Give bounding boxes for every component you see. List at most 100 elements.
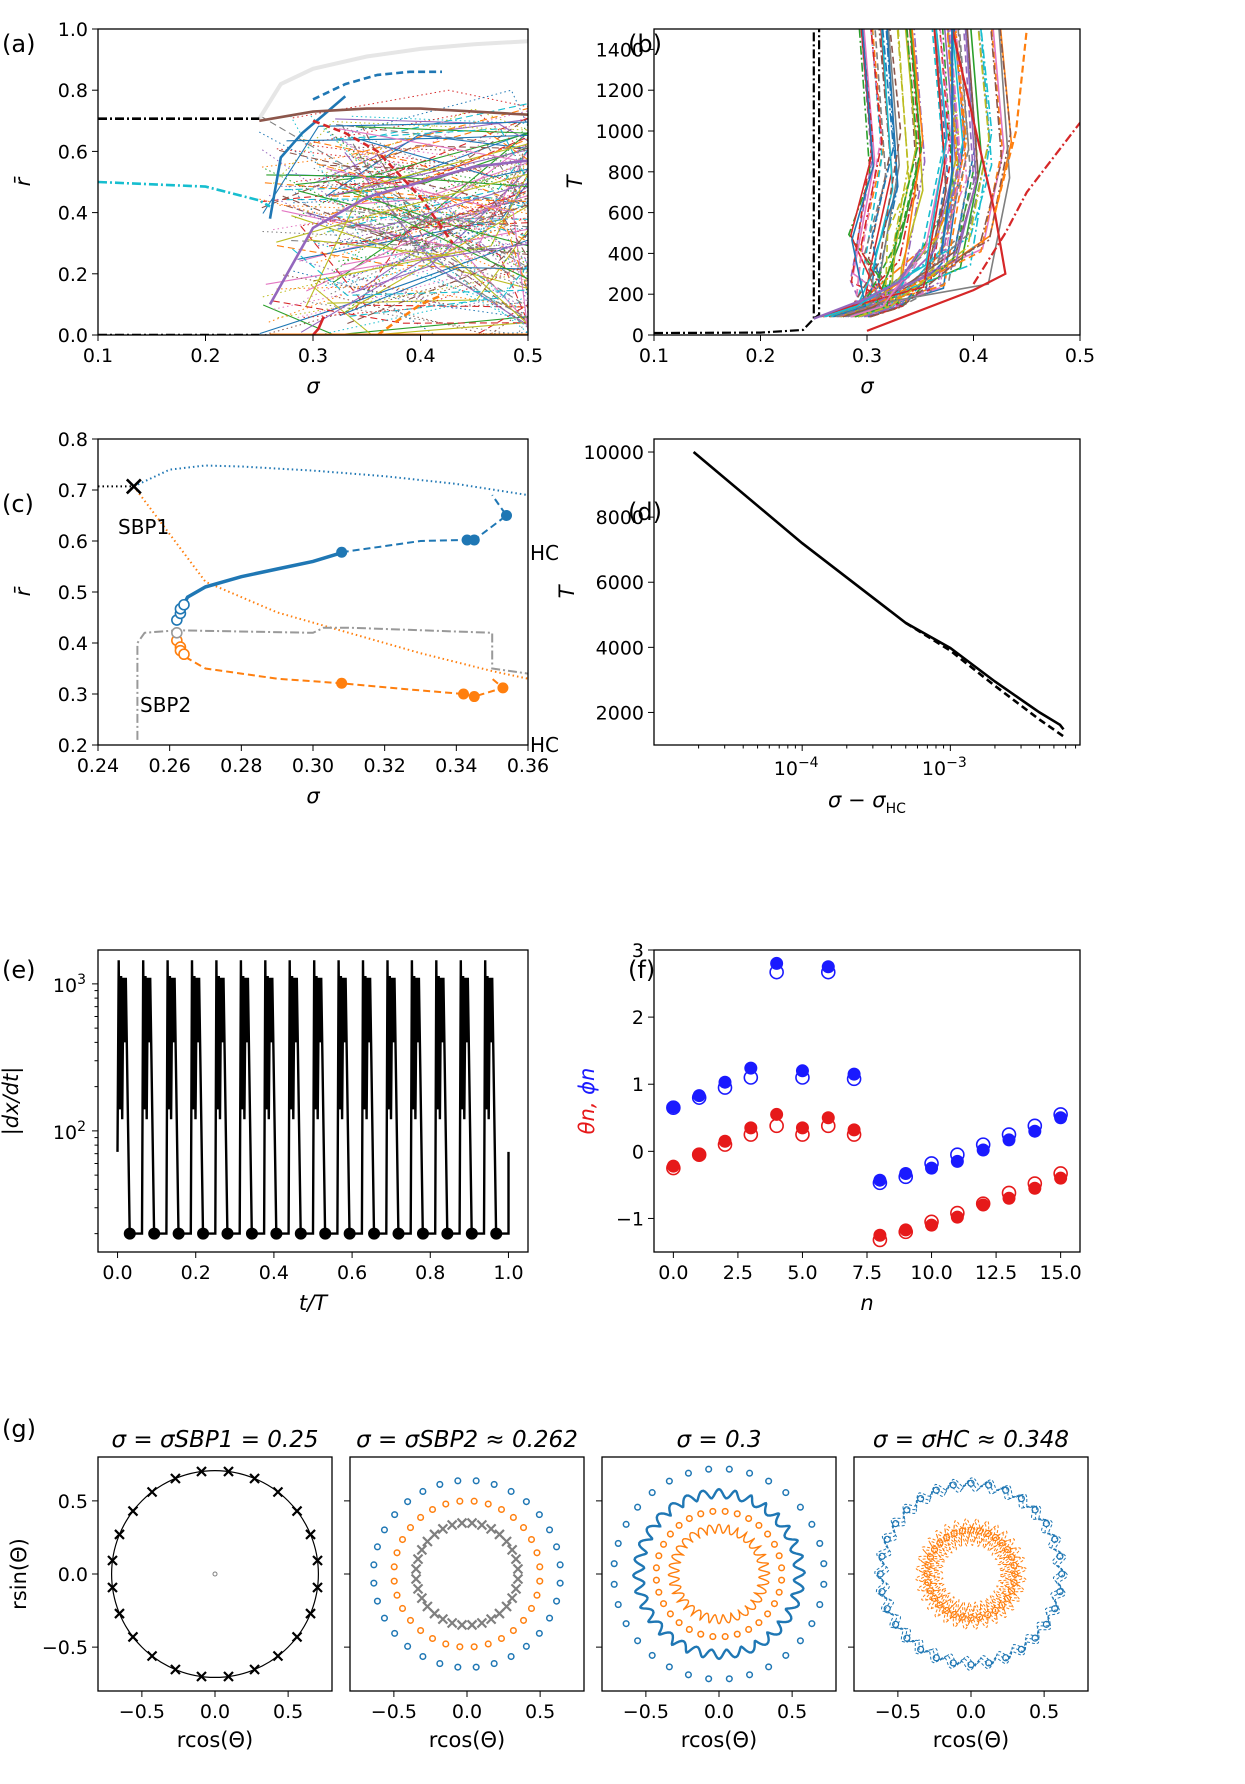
series-line: [347, 233, 528, 325]
panel-e: 0.0 0.2 0.4 0.6 0.8 1.0 102 103 t/T |dx/dt|: [0, 949, 529, 1315]
ring-curve: [918, 1521, 1024, 1627]
series-line: [282, 195, 528, 245]
marker-filled: [976, 1143, 990, 1157]
axes-frame: [601, 1456, 837, 1692]
y-tick-label: 0.3: [58, 684, 88, 706]
x-tick-label: 2.5: [723, 1262, 753, 1284]
marker-filled: [416, 1227, 429, 1240]
ring-marker: [634, 1637, 642, 1645]
panel-d: 2000 4000 6000 8000 10000 10−4 10−3 σ − σHC T: [555, 438, 1081, 817]
x-tick-label: 0.3: [298, 345, 328, 367]
panel-label-b: (b): [628, 30, 662, 58]
ring-curve: [925, 1528, 1017, 1620]
ring-marker: [1058, 1570, 1066, 1578]
series-line: [278, 149, 528, 259]
ring-marker: [114, 1529, 125, 1540]
plot-area: [370, 1477, 564, 1671]
series-line: [847, 29, 887, 318]
series-line: [303, 264, 528, 318]
ring-marker: [1010, 1561, 1018, 1570]
x-tick-label: 0.4: [259, 1262, 289, 1284]
ring-marker: [1002, 1654, 1010, 1662]
plot-area: [874, 1477, 1068, 1671]
ring-marker: [406, 1524, 415, 1532]
x-tick-label: 0.30: [292, 755, 334, 777]
series-line: [866, 29, 1007, 332]
ring-marker: [446, 1519, 458, 1531]
x-tick-label: −0.5: [875, 1701, 921, 1723]
y-tick-label: 0.5: [58, 582, 88, 604]
marker-filled: [1002, 1191, 1016, 1205]
tick-label: 10−3: [922, 755, 967, 780]
ring-marker: [796, 1637, 804, 1645]
series-line: [288, 185, 528, 243]
ring-marker: [697, 1510, 705, 1518]
ring-marker: [622, 1620, 630, 1628]
series-line: [292, 248, 528, 296]
ring-marker: [1051, 1535, 1059, 1543]
ring-marker: [519, 1616, 528, 1624]
ring-marker: [725, 1465, 733, 1473]
marker-filled: [468, 534, 480, 546]
marker-filled: [873, 1173, 887, 1187]
marker-filled: [497, 682, 509, 694]
panel-g-1: −0.5 0.0 0.5 −0.5 0.0 0.5 rcos(Θ) rsin(Θ) σ = σS…: [7, 1427, 333, 1752]
tick-label: 103: [53, 972, 86, 997]
marker-filled: [770, 1107, 784, 1121]
series-line: [824, 29, 948, 318]
marker-filled: [692, 1148, 706, 1162]
y-tick-label: 0.4: [58, 203, 88, 225]
plot-area: [98, 39, 528, 335]
ring-marker: [816, 1601, 824, 1609]
ring-marker: [655, 1552, 663, 1560]
y-tick-label: 6000: [596, 572, 644, 594]
ring-marker: [522, 1498, 530, 1506]
y-axis-label: r̄: [11, 176, 35, 186]
ring-marker: [553, 1543, 561, 1551]
ring-marker: [652, 1564, 660, 1572]
ring-marker: [456, 1497, 464, 1505]
ring-marker: [380, 1526, 389, 1534]
ring-marker: [1042, 1520, 1050, 1528]
plot-area: [610, 1465, 828, 1683]
series-line: [349, 264, 528, 298]
ring-marker: [917, 1645, 925, 1653]
ring-marker: [410, 1573, 422, 1585]
ring-marker: [406, 1616, 415, 1624]
marker-filled: [692, 1089, 706, 1103]
ring-marker: [470, 1497, 478, 1505]
series-line: [360, 115, 528, 158]
x-tick-label: 0.2: [181, 1262, 211, 1284]
series-line: [175, 552, 339, 619]
ring-marker: [770, 1600, 779, 1608]
panel-label-g: (g): [2, 1415, 36, 1443]
ring-marker: [1042, 1620, 1050, 1628]
y-tick-label: 400: [608, 243, 644, 265]
series-line: [300, 162, 528, 217]
ring-marker: [666, 1610, 674, 1618]
y-tick-label: 600: [608, 203, 644, 225]
series-line: [351, 115, 528, 124]
ring-marker: [370, 1561, 378, 1569]
series-line: [305, 143, 528, 307]
x-axis-label: σ − σHC: [828, 788, 906, 817]
ring-marker: [1056, 1588, 1064, 1596]
ring-marker: [509, 1513, 517, 1522]
marker-sbp1: [125, 478, 142, 495]
ring-marker: [755, 1521, 763, 1529]
x-tick-label: 0.24: [77, 755, 119, 777]
series-line: [283, 274, 528, 308]
ring-marker: [655, 1588, 663, 1596]
ring-marker: [472, 1477, 480, 1485]
ring-marker: [107, 1582, 118, 1593]
ring-marker: [507, 1487, 515, 1496]
ring-marker: [950, 1529, 958, 1538]
y-tick-label: 1: [632, 1074, 644, 1096]
ring-marker: [733, 1630, 741, 1638]
ring-marker: [373, 1597, 381, 1605]
series-line: [357, 186, 528, 292]
x-axis-label: t/T: [299, 1291, 329, 1315]
marker-filled: [770, 956, 784, 970]
marker-filled: [976, 1198, 990, 1212]
